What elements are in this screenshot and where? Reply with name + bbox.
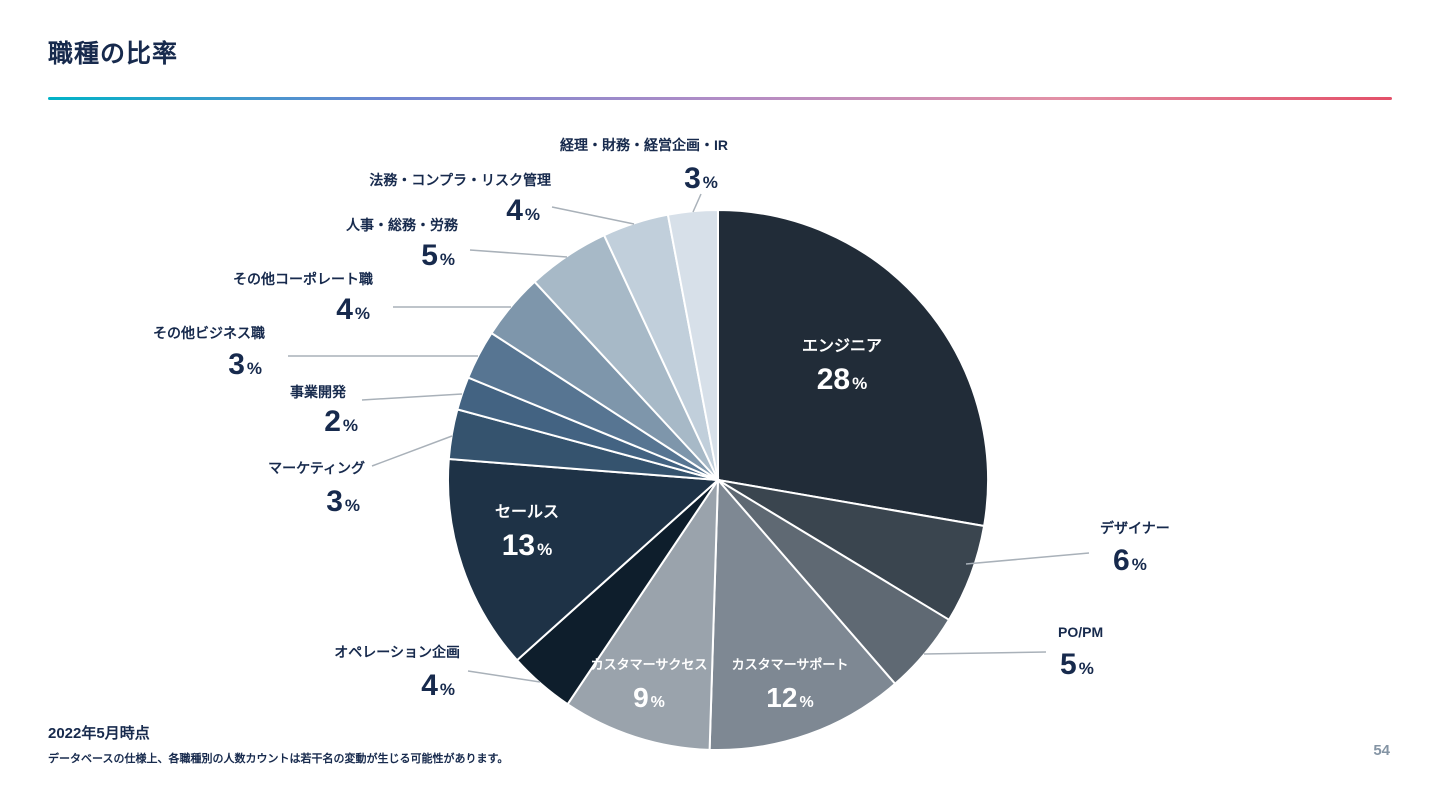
pie-slice-0	[717, 208, 989, 528]
slice-label-12: 法務・コンプラ・リスク管理	[369, 172, 551, 188]
slice-label-4: カスタマーサクセス	[591, 657, 708, 672]
slice-value-8: 2%	[324, 405, 358, 438]
leader-line-8	[361, 393, 463, 401]
slice-label-5: オペレーション企画	[334, 644, 460, 660]
pie-slice-4	[566, 476, 720, 751]
leader-line-2	[923, 651, 1047, 655]
slice-value-2: 5%	[1060, 648, 1094, 681]
footnote: データベースの仕様上、各職種別の人数カウントは若干名の変動が生じる可能性がありま…	[48, 753, 509, 765]
slice-value-11: 5%	[421, 239, 455, 272]
page-title: 職種の比率	[48, 40, 179, 68]
slice-label-7: マーケティング	[268, 460, 365, 476]
slice-value-3: 12%	[766, 682, 813, 713]
slice-value-0: 28%	[817, 363, 868, 396]
slice-label-11: 人事・総務・労務	[346, 217, 459, 233]
leader-line-1	[965, 552, 1090, 565]
slice-label-9: その他ビジネス職	[153, 325, 265, 341]
slice-value-1: 6%	[1113, 544, 1147, 577]
slice-label-6: セールス	[495, 504, 559, 521]
slice-label-0: エンジニア	[802, 338, 882, 355]
slice-value-12: 4%	[506, 194, 540, 227]
slice-value-9: 3%	[228, 348, 262, 381]
leader-line-7	[371, 435, 453, 467]
slice-label-3: カスタマーサポート	[732, 657, 849, 672]
as-of-date: 2022年5月時点	[48, 725, 150, 742]
slice-value-4: 9%	[633, 682, 665, 713]
slice-label-13: 経理・財務・経営企画・IR	[560, 137, 728, 153]
slice-value-13: 3%	[684, 162, 718, 195]
pie-slice-3	[708, 477, 897, 751]
leader-line-11	[469, 249, 568, 258]
leader-line-12	[551, 206, 635, 225]
slice-label-1: デザイナー	[1100, 520, 1170, 536]
slice-label-8: 事業開発	[290, 384, 347, 400]
slice-label-2: PO/PM	[1058, 624, 1103, 640]
title-divider	[48, 97, 1392, 100]
slice-value-10: 4%	[336, 293, 370, 326]
leader-line-5	[467, 670, 541, 683]
slice-label-10: その他コーポレート職	[233, 271, 373, 287]
leader-line-13	[692, 193, 702, 213]
slice-value-7: 3%	[326, 485, 360, 518]
slice-value-5: 4%	[421, 669, 455, 702]
slice-value-6: 13%	[502, 529, 553, 562]
page-number: 54	[1373, 742, 1390, 759]
pie-slice-6	[447, 457, 721, 662]
